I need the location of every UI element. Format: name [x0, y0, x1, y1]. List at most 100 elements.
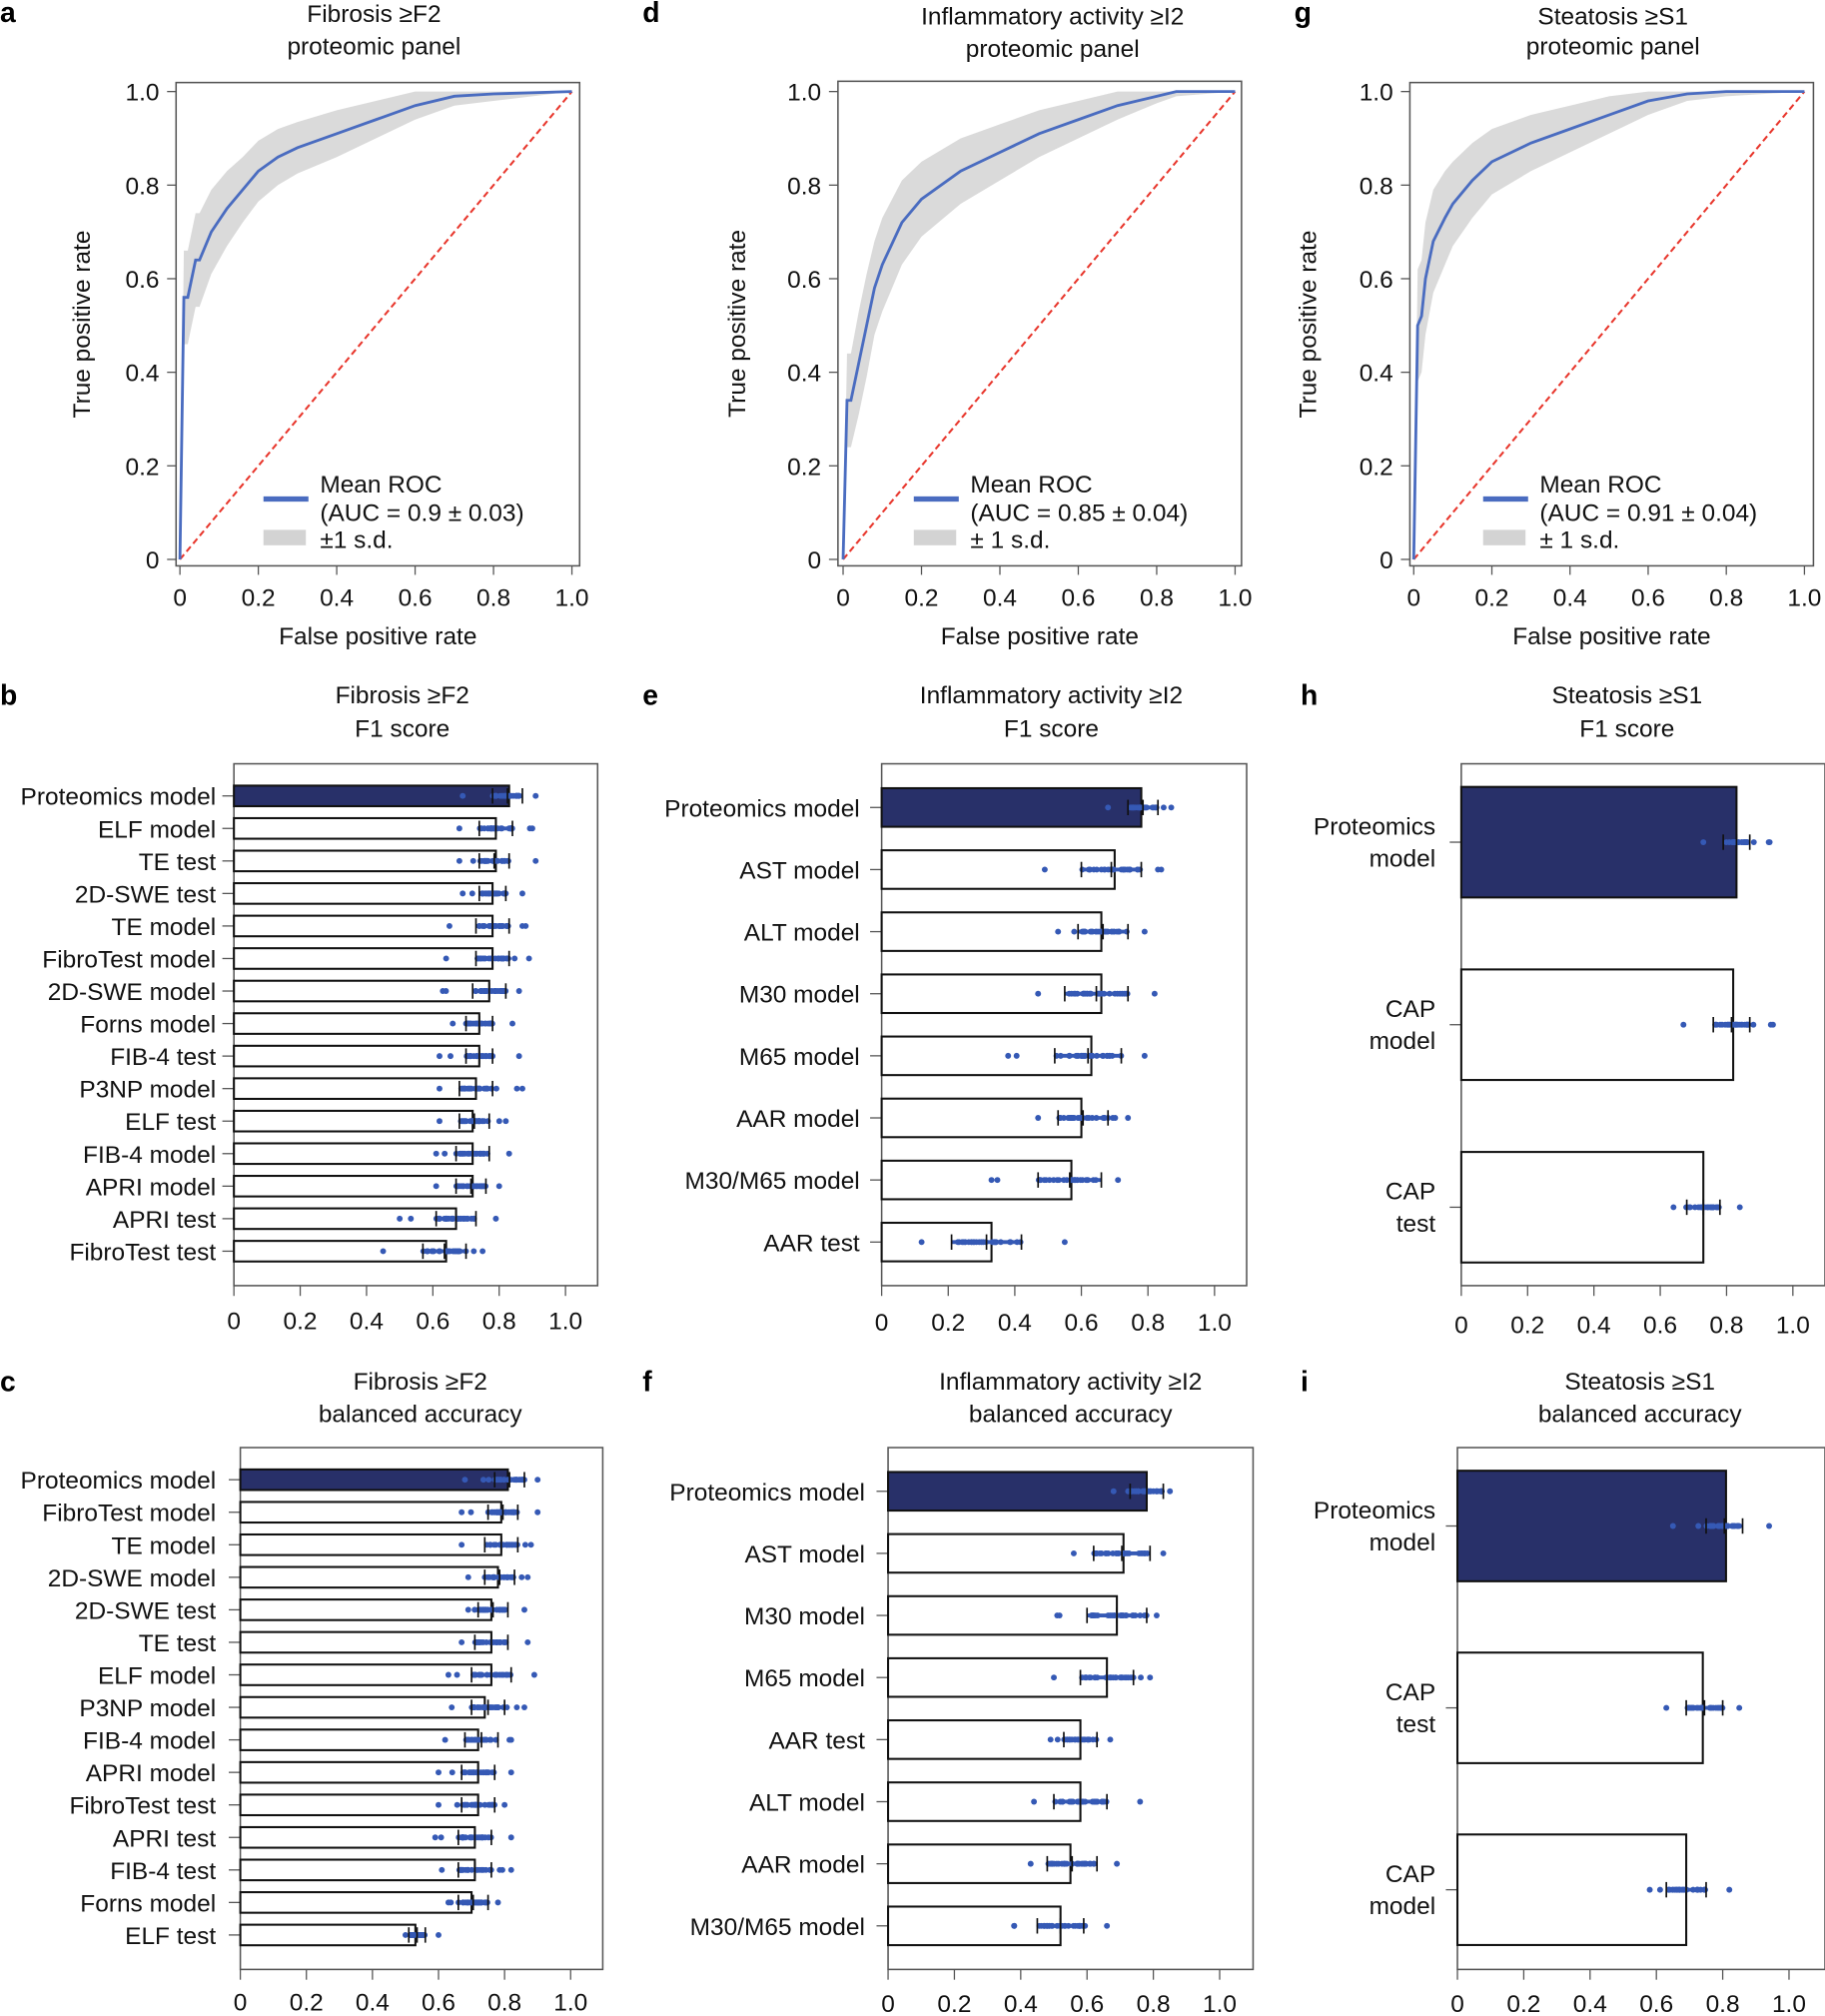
x-tick-label: 0	[227, 1309, 241, 1336]
category-label: P3NP model	[79, 1695, 216, 1722]
category-label: Proteomics model	[664, 795, 860, 822]
x-tick-label: 0.4	[350, 1309, 384, 1336]
cv-point	[1114, 1860, 1121, 1867]
cv-point	[459, 890, 466, 897]
bar-row: APRI model	[86, 1174, 502, 1201]
bar	[239, 1760, 479, 1784]
x-tick-label: 0.6	[416, 1309, 450, 1336]
cv-point	[479, 1477, 486, 1484]
category-label: CAP test	[1385, 1679, 1435, 1738]
bar	[239, 1565, 499, 1589]
cv-point	[1646, 1886, 1653, 1893]
cv-point	[446, 922, 453, 929]
bar	[1459, 968, 1735, 1082]
bar-row: ELF test	[125, 1923, 442, 1950]
panel-d: d Inflammatory activity ≥I2 proteomic pane…	[642, 0, 1252, 650]
bar	[880, 973, 1103, 1015]
cv-point	[437, 1085, 443, 1092]
bar-row: FIB-4 model	[83, 1728, 514, 1755]
bar-row: 2D-SWE test	[75, 1597, 527, 1624]
category-label: AAR test	[768, 1727, 865, 1754]
cv-point	[1141, 1052, 1148, 1059]
x-tick-label: 0.2	[905, 584, 939, 611]
y-tick-label: 0.6	[787, 267, 821, 294]
cv-point	[1700, 839, 1707, 845]
cv-point	[1035, 1115, 1042, 1121]
x-tick-label: 0.6	[1061, 584, 1095, 611]
bar-row: AST model	[744, 1532, 1167, 1574]
cv-point	[485, 1477, 492, 1484]
y-tick-label: 0	[1379, 547, 1393, 574]
chart-subtitle: F1 score	[1579, 716, 1674, 743]
bar-row: 2D-SWE model	[48, 1565, 531, 1592]
category-label: APRI model	[86, 1174, 216, 1201]
y-axis-label: True positive rate	[69, 231, 96, 419]
cv-point	[1160, 804, 1167, 811]
panel-a: a Fibrosis ≥F2 proteomic panel 0 0.2 0.4 0.6 0.…	[0, 0, 589, 650]
y-tick-label: 0.4	[1360, 361, 1393, 388]
bar	[233, 1240, 448, 1263]
category-label: ALT model	[744, 920, 860, 947]
cv-point	[1054, 1736, 1061, 1743]
cv-point	[437, 1053, 443, 1060]
x-tick-label: 0.4	[356, 1990, 390, 2016]
cv-point	[492, 1215, 499, 1222]
bar-row: TE test	[139, 1630, 531, 1657]
category-label: FibroTest test	[69, 1793, 216, 1820]
bar	[233, 1207, 457, 1231]
cv-point	[1151, 990, 1158, 997]
cv-point	[397, 1215, 404, 1222]
category-label: M65 model	[744, 1665, 865, 1692]
category-label-line: CAP	[1385, 996, 1435, 1023]
plot-frame	[880, 762, 1248, 1287]
cv-point	[492, 1085, 499, 1092]
cv-point	[495, 1118, 502, 1125]
x-tick-label: 1.0	[548, 1309, 582, 1336]
bar-row: M30 model	[744, 1594, 1160, 1636]
category-label: M30/M65 model	[685, 1168, 860, 1195]
category-label: TE test	[139, 849, 217, 876]
cv-point	[507, 1866, 514, 1873]
cv-point	[1013, 1052, 1020, 1059]
legend-band-swatch	[1482, 529, 1526, 545]
bar-row: M65 model	[739, 1035, 1148, 1077]
cv-point	[458, 1509, 465, 1515]
bar	[233, 914, 494, 938]
category-label: Proteomics model	[21, 1468, 217, 1495]
bar-row: TE test	[139, 849, 539, 876]
chart-subtitle: proteomic panel	[287, 33, 460, 60]
x-tick-label: 0.8	[487, 1990, 521, 2016]
bar-row: Forns model	[80, 1890, 501, 1917]
y-tick-label: 0	[808, 547, 822, 574]
cv-point	[506, 1736, 512, 1743]
mean-roc-line	[178, 90, 572, 559]
cv-point	[1736, 1704, 1743, 1711]
cv-point	[1137, 1798, 1144, 1805]
cv-point	[1061, 1239, 1068, 1246]
cv-point	[1005, 1052, 1012, 1059]
cv-point	[1056, 1612, 1063, 1619]
cv-point	[509, 1020, 515, 1027]
bar	[880, 911, 1103, 952]
chance-line	[842, 90, 1237, 560]
cv-point	[1736, 1204, 1743, 1211]
bar	[233, 882, 494, 905]
y-tick-label: 0	[146, 547, 160, 574]
bar-row: Proteomics model	[21, 784, 539, 811]
cv-point	[432, 1834, 439, 1841]
x-tick-label: 0.4	[1573, 1991, 1607, 2016]
bar-row: AAR model	[736, 1097, 1132, 1139]
cv-point	[436, 1801, 442, 1808]
cv-point	[1031, 1798, 1038, 1805]
cv-point	[505, 1150, 512, 1157]
cv-point	[1104, 1922, 1111, 1929]
bar-row: FIB-4 test	[110, 1044, 522, 1071]
x-tick-label: 0.4	[320, 584, 354, 611]
cv-point	[524, 1573, 531, 1580]
chart-subtitle: F1 score	[1004, 716, 1099, 743]
cv-point	[530, 1671, 537, 1678]
cv-point	[1765, 839, 1772, 845]
bar-row: FIB-4 model	[83, 1142, 512, 1169]
bar-row: FibroTest test	[69, 1793, 508, 1820]
